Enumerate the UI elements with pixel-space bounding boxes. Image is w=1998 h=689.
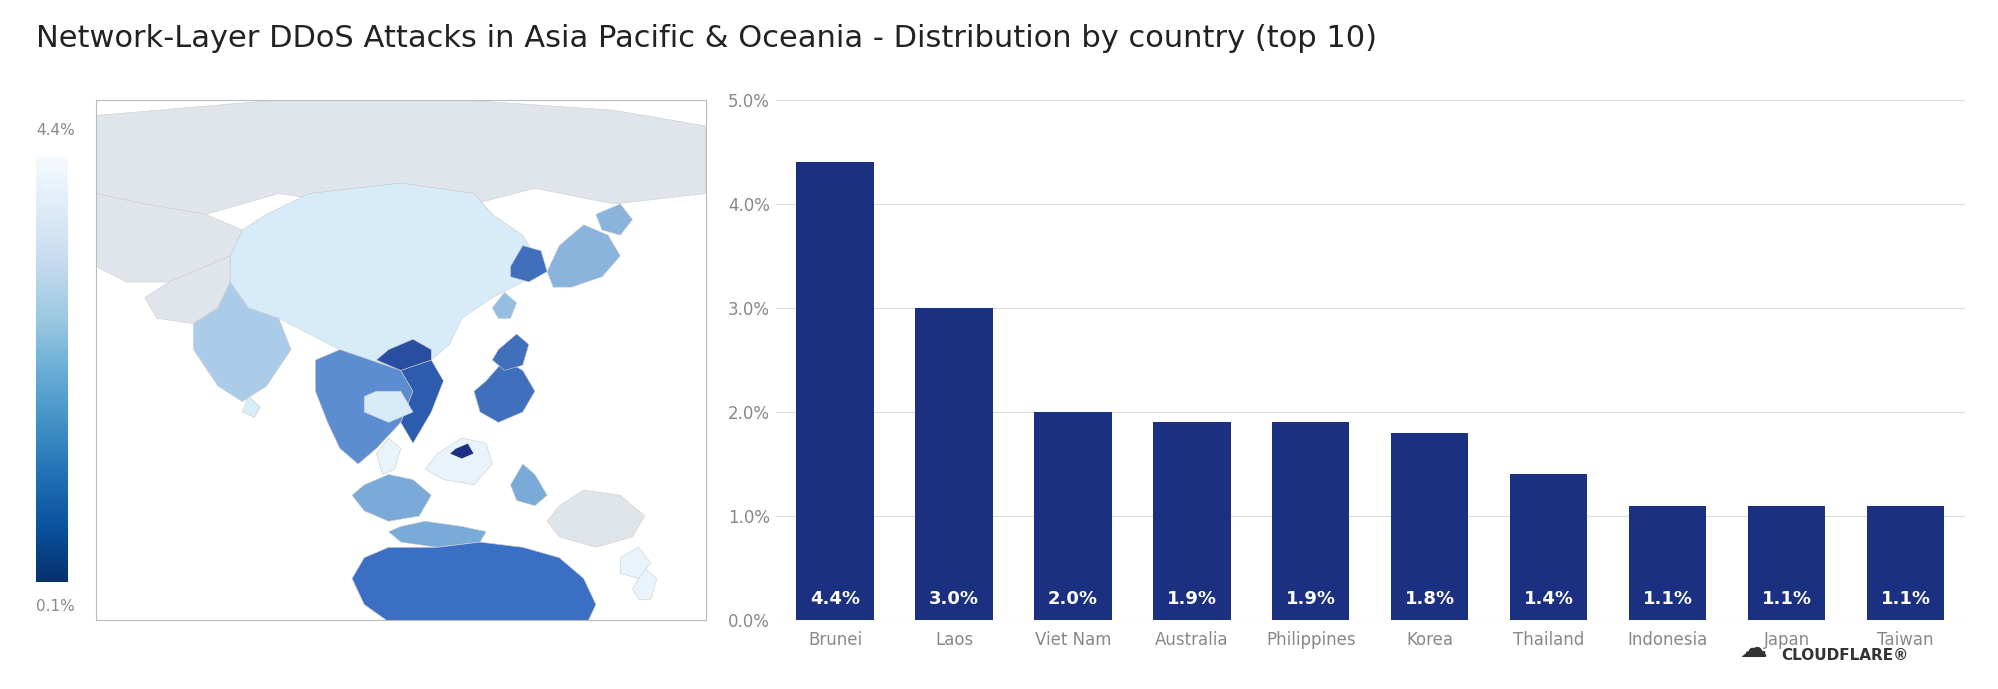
Polygon shape — [450, 443, 474, 459]
Text: 1.4%: 1.4% — [1522, 590, 1572, 608]
Bar — [1033, 412, 1111, 620]
Polygon shape — [595, 204, 631, 235]
Text: 0.1%: 0.1% — [36, 599, 74, 615]
Text: CLOUDFLARE®: CLOUDFLARE® — [1780, 648, 1908, 663]
Bar — [915, 308, 993, 620]
Polygon shape — [400, 360, 444, 443]
Text: 4.4%: 4.4% — [809, 590, 859, 608]
Text: Network-Layer DDoS Attacks in Asia Pacific & Oceania - Distribution by country (: Network-Layer DDoS Attacks in Asia Pacif… — [36, 24, 1377, 53]
Polygon shape — [509, 464, 547, 506]
Bar — [1508, 475, 1586, 620]
Polygon shape — [352, 542, 595, 641]
Bar — [1746, 506, 1824, 620]
Polygon shape — [96, 100, 705, 214]
Polygon shape — [492, 334, 529, 371]
Polygon shape — [619, 547, 651, 579]
Polygon shape — [96, 194, 242, 282]
Text: 4.4%: 4.4% — [36, 123, 74, 138]
Polygon shape — [280, 183, 492, 240]
Text: 2.0%: 2.0% — [1047, 590, 1097, 608]
Text: 1.9%: 1.9% — [1167, 590, 1217, 608]
Polygon shape — [426, 438, 492, 485]
Polygon shape — [492, 292, 515, 318]
Bar — [1866, 506, 1944, 620]
Polygon shape — [376, 438, 400, 475]
Polygon shape — [376, 339, 432, 371]
Text: 1.1%: 1.1% — [1880, 590, 1930, 608]
Polygon shape — [316, 349, 414, 464]
Polygon shape — [352, 475, 432, 522]
Polygon shape — [631, 568, 657, 599]
Polygon shape — [509, 245, 547, 282]
Polygon shape — [144, 256, 230, 324]
Bar — [1153, 422, 1231, 620]
Polygon shape — [194, 282, 292, 402]
Polygon shape — [547, 490, 645, 547]
Bar — [795, 163, 873, 620]
Text: 1.9%: 1.9% — [1285, 590, 1335, 608]
Text: 1.1%: 1.1% — [1760, 590, 1810, 608]
Polygon shape — [547, 225, 619, 287]
Polygon shape — [230, 183, 535, 371]
Text: 3.0%: 3.0% — [929, 590, 979, 608]
Bar — [1271, 422, 1349, 620]
Text: 1.8%: 1.8% — [1405, 590, 1455, 608]
Bar — [1391, 433, 1469, 620]
Polygon shape — [474, 360, 535, 422]
Polygon shape — [388, 522, 486, 547]
Polygon shape — [364, 391, 414, 422]
Text: 1.1%: 1.1% — [1642, 590, 1692, 608]
Bar — [1628, 506, 1706, 620]
Text: ☁: ☁ — [1738, 635, 1766, 663]
Polygon shape — [242, 396, 260, 418]
